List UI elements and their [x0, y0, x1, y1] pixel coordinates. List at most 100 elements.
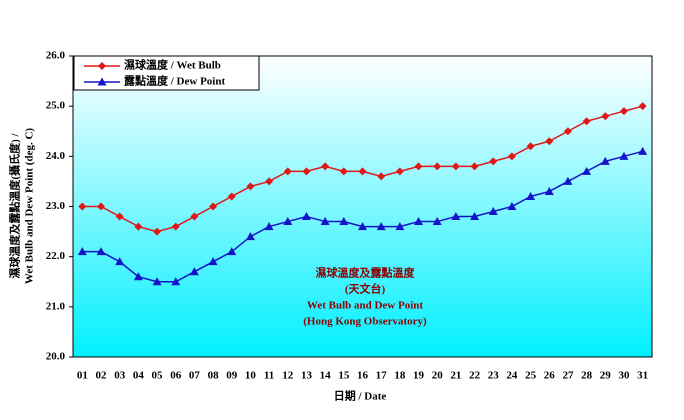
marker — [600, 156, 610, 165]
x-tick-label: 31 — [637, 370, 648, 382]
marker — [339, 217, 349, 226]
annotation: 濕球溫度及露點溫度 (天文台) Wet Bulb and Dew Point (… — [303, 266, 427, 328]
x-tick-label: 25 — [525, 370, 537, 382]
x-tick-label: 29 — [600, 370, 612, 382]
y-tick-label: 25.0 — [46, 100, 66, 112]
x-tick-label: 27 — [562, 370, 574, 382]
x-tick-label: 28 — [581, 370, 593, 382]
marker — [544, 186, 554, 195]
marker — [395, 222, 405, 231]
y-axis-label: Wet Bulb and Dew Point (deg. C) — [24, 128, 36, 284]
marker — [134, 222, 143, 231]
annotation-line: 濕球溫度及露點溫度 — [316, 266, 416, 280]
x-tick-label: 09 — [226, 370, 238, 382]
y-axis-label: 濕球溫度及露點溫度(攝氏度) / — [8, 132, 22, 278]
x-tick-label: 07 — [189, 370, 201, 382]
marker — [451, 212, 461, 221]
x-tick-label: 08 — [208, 370, 220, 382]
x-tick-label: 04 — [133, 370, 145, 382]
marker — [98, 62, 106, 70]
marker — [395, 167, 404, 176]
marker — [209, 202, 218, 211]
marker — [245, 232, 255, 241]
x-tick-label: 22 — [469, 370, 481, 382]
marker — [638, 102, 647, 111]
marker — [227, 247, 237, 256]
x-tick-label: 12 — [282, 370, 294, 382]
x-tick-label: 16 — [357, 370, 369, 382]
marker — [78, 202, 87, 211]
marker — [545, 137, 554, 146]
legend-label: 露點溫度 / Dew Point — [124, 74, 225, 88]
marker — [432, 217, 442, 226]
x-tick-label: 24 — [506, 370, 518, 382]
x-tick-label: 14 — [320, 370, 332, 382]
plot-area — [72, 55, 653, 358]
x-axis-label: 日期 / Date — [334, 389, 387, 403]
marker — [115, 212, 124, 221]
marker — [321, 162, 330, 171]
x-tick-label: 23 — [488, 370, 500, 382]
marker — [133, 272, 143, 281]
marker — [619, 151, 629, 160]
marker — [638, 146, 648, 155]
y-tick-label: 24.0 — [46, 150, 66, 162]
marker — [563, 127, 572, 136]
x-tick-label: 30 — [618, 370, 630, 382]
annotation-line: (Hong Kong Observatory) — [303, 316, 427, 328]
y-tick-label: 20.0 — [46, 351, 66, 363]
y-tick-label: 26.0 — [46, 50, 66, 62]
marker — [526, 191, 536, 200]
marker — [97, 77, 107, 86]
marker — [339, 167, 348, 176]
x-tick-label: 03 — [114, 370, 126, 382]
marker — [171, 222, 180, 231]
marker — [507, 152, 516, 161]
marker — [96, 247, 106, 256]
x-tick-label: 06 — [170, 370, 182, 382]
marker — [283, 167, 292, 176]
y-tick-label: 23.0 — [46, 200, 66, 212]
marker — [414, 217, 424, 226]
marker — [470, 162, 479, 171]
marker — [489, 157, 498, 166]
marker — [377, 172, 386, 181]
x-tick-label: 18 — [394, 370, 406, 382]
marker — [97, 202, 106, 211]
marker — [265, 177, 274, 186]
x-tick-label: 10 — [245, 370, 257, 382]
x-tick-label: 20 — [432, 370, 444, 382]
marker — [358, 167, 367, 176]
marker — [115, 257, 125, 266]
marker — [582, 166, 592, 175]
x-tick-label: 02 — [96, 370, 108, 382]
x-tick-label: 11 — [264, 370, 274, 382]
marker — [601, 112, 610, 121]
marker — [507, 202, 517, 210]
marker — [582, 117, 591, 126]
marker — [190, 212, 199, 221]
marker — [470, 212, 480, 221]
marker — [563, 176, 573, 185]
marker — [302, 167, 311, 176]
x-tick-label: 17 — [376, 370, 388, 382]
marker — [301, 212, 311, 221]
x-tick-label: 05 — [152, 370, 164, 382]
marker — [414, 162, 423, 171]
marker — [283, 217, 293, 226]
marker — [227, 192, 236, 201]
annotation-line: Wet Bulb and Dew Point — [307, 300, 423, 312]
x-tick-label: 21 — [450, 370, 461, 382]
marker — [526, 142, 535, 151]
x-tick-label: 19 — [413, 370, 425, 382]
legend — [73, 55, 260, 91]
marker — [171, 277, 181, 286]
marker — [208, 257, 218, 266]
marker — [451, 162, 460, 171]
y-tick-label: 21.0 — [46, 300, 66, 312]
marker — [358, 222, 367, 231]
marker — [320, 217, 330, 226]
x-tick-label: 26 — [544, 370, 556, 382]
x-tick-label: 15 — [338, 370, 350, 382]
